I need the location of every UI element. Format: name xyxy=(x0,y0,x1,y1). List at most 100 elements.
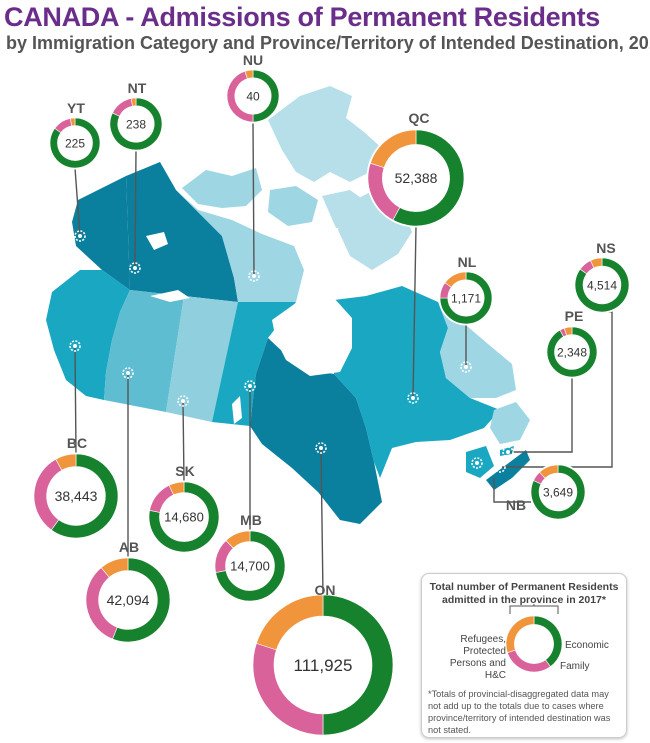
mb-marker-ring xyxy=(244,380,256,392)
on-slice-refugees xyxy=(256,594,324,651)
nu-marker-dot xyxy=(252,274,256,278)
ab-slice-economic xyxy=(112,557,171,643)
nb-slice-economic xyxy=(530,464,586,520)
nl-marker-ring xyxy=(460,361,472,373)
nt-connector xyxy=(134,149,137,269)
nb-marker-dot xyxy=(475,461,479,465)
qc-total: 52,388 xyxy=(395,170,438,186)
nl-label: NL xyxy=(458,254,477,270)
page-subtitle: by Immigration Category and Province/Ter… xyxy=(6,33,650,53)
nt-slice-refugees xyxy=(130,97,137,107)
pe-total: 2,348 xyxy=(557,345,587,359)
page-title: CANADA - Admissions of Permanent Residen… xyxy=(4,2,600,32)
nt-donut: 238 xyxy=(108,96,164,152)
legend-title: Total number of Permanent Residents admi… xyxy=(429,581,619,606)
ab-donut: 42,094 xyxy=(84,556,172,644)
pe-slice-economic xyxy=(546,326,598,378)
great-bear-lake xyxy=(146,232,168,250)
region-labrador xyxy=(438,302,516,398)
nu-marker-ring xyxy=(248,270,260,282)
yt-marker-ring xyxy=(74,230,86,242)
region-nunavut xyxy=(176,190,304,316)
region-saskatchewan xyxy=(166,296,238,422)
map-regions xyxy=(46,86,530,524)
sk-label: SK xyxy=(175,463,194,479)
yt-slice-refugees xyxy=(69,117,76,127)
mb-marker-dot xyxy=(248,384,252,388)
nt-total: 238 xyxy=(126,117,146,131)
region-newfoundland xyxy=(490,402,530,444)
great-slave-lake xyxy=(150,290,190,302)
yt-marker-dot xyxy=(78,234,82,238)
ab-marker-ring xyxy=(122,367,134,379)
ns-slice-refugees xyxy=(590,257,603,269)
bc-donut: 38,443 xyxy=(32,452,120,540)
pe-marker-dot xyxy=(506,450,510,454)
nl-donut: 1,171 xyxy=(438,270,494,326)
legend-label-refugees: Refugees, Protected Persons and H&C xyxy=(449,634,506,681)
region-nova-scotia xyxy=(486,450,530,490)
yt-connector xyxy=(74,167,81,237)
pe-marker-ring xyxy=(502,446,514,458)
yt-label: YT xyxy=(67,100,85,116)
lake-winnipeg xyxy=(232,396,242,424)
arctic-islands xyxy=(268,186,318,226)
qc-donut: 52,388 xyxy=(366,128,466,228)
legend-footnote: *Totals of provincial-disaggregated data… xyxy=(428,689,611,735)
on-connector xyxy=(320,447,324,596)
legend-box: Total number of Permanent Residents admi… xyxy=(421,573,627,738)
ns-donut: 4,514 xyxy=(573,256,631,314)
legend-donut xyxy=(504,604,564,674)
ns-marker-dot xyxy=(498,465,502,469)
sk-slice-refugees xyxy=(168,481,185,496)
nb-connector xyxy=(493,478,531,503)
qc-slice-economic xyxy=(392,129,465,227)
mb-slice-economic xyxy=(215,530,286,602)
legend-slice-refugees xyxy=(505,615,535,654)
sk-marker-ring xyxy=(177,395,189,407)
nl-total: 1,171 xyxy=(451,291,481,305)
nu-connector xyxy=(252,121,255,277)
mb-slice-refugees xyxy=(225,530,251,549)
on-marker-ring xyxy=(315,442,327,454)
on-label: ON xyxy=(315,582,336,598)
qc-marker-ring xyxy=(407,392,419,404)
region-new-brunswick xyxy=(466,446,494,478)
bc-total: 38,443 xyxy=(55,488,98,504)
on-slice-economic xyxy=(322,594,394,736)
bc-slice-economic xyxy=(50,453,119,539)
qc-connector xyxy=(412,225,417,399)
legend-label-family: Family xyxy=(560,661,590,672)
ab-marker-dot xyxy=(126,371,130,375)
region-ontario xyxy=(250,338,382,524)
pe-slice-refugees xyxy=(563,326,573,336)
legend-label-economic: Economic xyxy=(565,640,609,651)
yt-slice-economic xyxy=(49,117,101,169)
sk-slice-economic xyxy=(148,481,220,553)
nt-marker-ring xyxy=(129,262,141,274)
region-manitoba xyxy=(212,302,296,426)
ab-slice-refugees xyxy=(100,557,129,578)
yt-total: 225 xyxy=(65,136,85,150)
bc-connector xyxy=(74,345,77,455)
ab-total: 42,094 xyxy=(107,592,150,608)
ns-total: 4,514 xyxy=(587,278,617,292)
bc-label: BC xyxy=(67,435,87,451)
province-donuts: 225 YT 238 NT 40 NU 52,388 QC 1,171 NL 4,514 NS 2,34… xyxy=(32,52,631,737)
sk-donut: 14,680 xyxy=(147,480,221,554)
bc-marker-dot xyxy=(73,344,77,348)
ns-label: NS xyxy=(596,240,615,256)
nt-slice-economic xyxy=(109,97,163,151)
qc-label: QC xyxy=(409,110,430,126)
nl-marker-dot xyxy=(464,365,468,369)
mb-total: 14,700 xyxy=(230,559,270,574)
nl-slice-refugees xyxy=(444,271,467,288)
nu-total: 40 xyxy=(246,89,260,103)
yt-donut: 225 xyxy=(48,116,102,170)
province-markers xyxy=(69,230,514,473)
nb-marker-ring xyxy=(471,457,483,469)
nt-marker-dot xyxy=(133,266,137,270)
mb-label: MB xyxy=(240,512,262,528)
nb-total: 3,649 xyxy=(543,485,573,499)
